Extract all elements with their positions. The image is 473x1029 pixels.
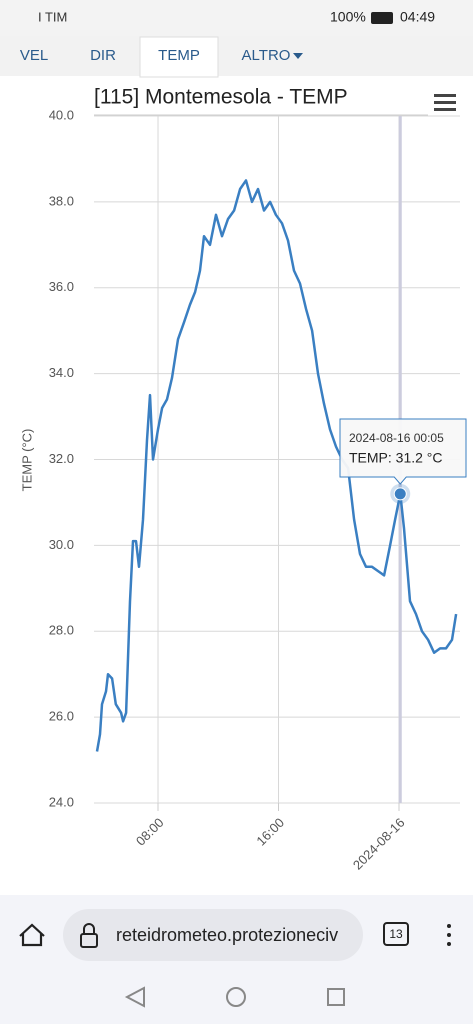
tab[interactable]: DIR <box>90 47 116 64</box>
nav-recents[interactable] <box>327 988 345 1006</box>
y-tick-label: 30.0 <box>49 537 74 552</box>
menu-icon[interactable] <box>434 94 456 111</box>
y-tick-label: 24.0 <box>49 794 74 809</box>
tooltip-box <box>339 418 467 485</box>
tab-active-bg <box>139 36 219 78</box>
nav-back[interactable] <box>124 986 145 1008</box>
tabs-button[interactable] <box>383 922 409 946</box>
tab[interactable]: TEMP <box>158 47 200 64</box>
clock: 04:49 <box>400 9 435 25</box>
y-axis-label: TEMP (°C) <box>19 429 34 492</box>
url-text[interactable]: reteidrometeo.protezioneciv <box>116 925 338 945</box>
x-tick-label: 16:00 <box>253 815 287 849</box>
status-bar <box>0 0 473 36</box>
x-tick-label: 08:00 <box>133 815 167 849</box>
tooltip-title: 2024-08-16 00:05 <box>349 431 444 445</box>
carrier: I TIM <box>38 9 67 24</box>
lock-icon <box>80 933 98 948</box>
battery-icon <box>371 12 393 24</box>
chart-title: [115] Montemesola - TEMP <box>94 86 348 109</box>
dropdown-caret <box>293 53 303 59</box>
line-series <box>95 179 458 752</box>
x-tick-label: 2024-08-16 <box>350 815 408 873</box>
y-tick-label: 26.0 <box>49 709 74 724</box>
y-tick-label: 34.0 <box>49 365 74 380</box>
y-tick-label: 36.0 <box>49 279 74 294</box>
url-field[interactable] <box>63 909 363 961</box>
tab[interactable]: VEL <box>20 47 48 64</box>
y-tick-label: 38.0 <box>49 193 74 208</box>
y-tick-label: 32.0 <box>49 451 74 466</box>
tab-bar <box>0 36 473 76</box>
battery-text: 100% <box>330 9 366 25</box>
y-tick-label: 40.0 <box>49 107 74 122</box>
tab[interactable]: ALTRO <box>242 47 291 64</box>
tab-count[interactable]: 13 <box>389 927 403 941</box>
more-menu[interactable] <box>447 924 451 946</box>
hover-point <box>393 487 407 501</box>
nav-bar <box>0 975 473 1024</box>
tooltip-text: TEMP: 31.2 °C <box>349 450 443 466</box>
nav-home[interactable] <box>226 987 246 1007</box>
y-tick-label: 28.0 <box>49 623 74 638</box>
lock-shackle <box>83 923 95 934</box>
home-icon[interactable] <box>19 923 45 947</box>
